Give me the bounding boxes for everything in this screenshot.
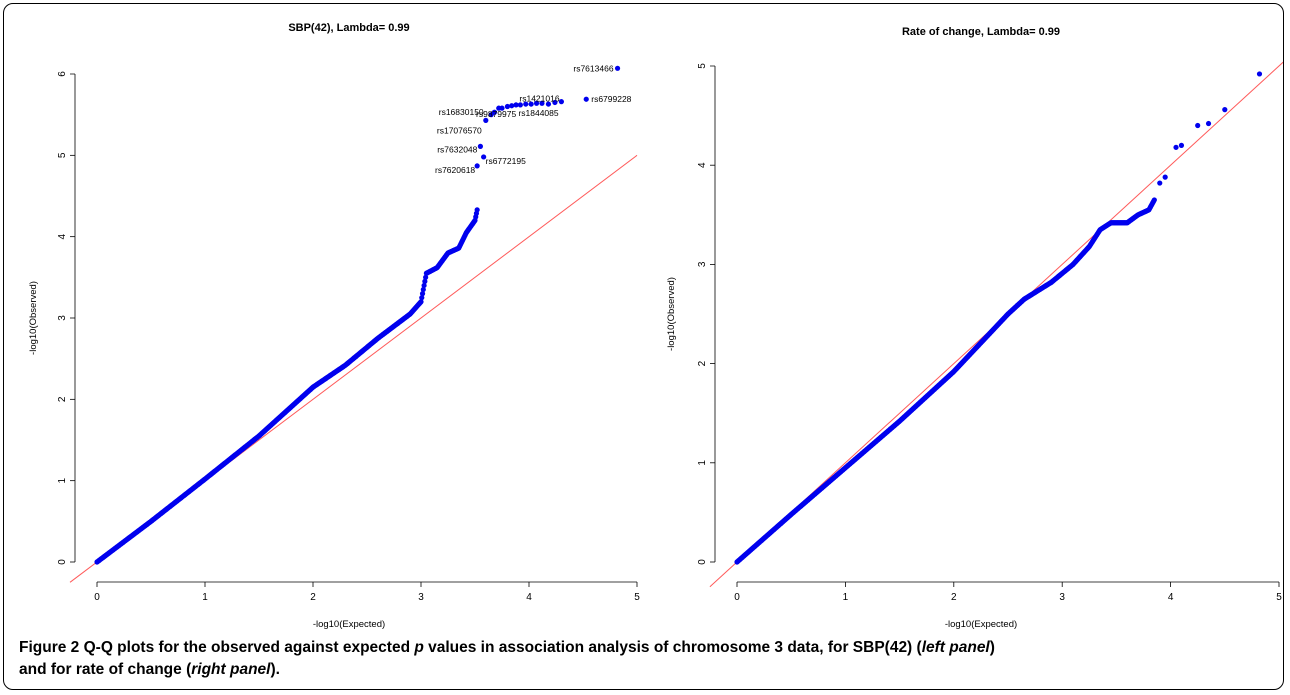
labeled-data-point [474,163,480,169]
labeled-data-point [481,154,487,160]
snp-label: rs1844085 [518,108,558,118]
data-point [474,207,480,213]
x-axis-label: -log10(Expected) [313,619,385,630]
x-tick-label: 2 [951,592,957,603]
x-tick-label: 1 [202,592,208,603]
x-tick-label: 0 [94,592,100,603]
chart-title: SBP(42), Lambda= 0.99 [288,22,409,34]
y-tick-label: 4 [57,233,68,239]
snp-label: rs16830150 [439,107,484,117]
snp-label: rs6799228 [591,94,631,104]
snp-label: rs7632048 [437,144,477,154]
data-point [1178,142,1185,148]
x-tick-label: 3 [1059,592,1065,603]
labeled-data-point [496,105,502,111]
x-tick-label: 0 [734,592,740,603]
labeled-data-point [545,101,552,107]
data-point [517,102,523,108]
x-tick-label: 5 [634,592,640,603]
data-point [1205,120,1212,127]
caption-text-4: and for rate of change ( [19,661,192,678]
caption-text-5: ). [270,661,280,678]
x-tick-label: 3 [418,592,424,603]
data-point [552,99,558,106]
labeled-data-point [483,117,489,123]
labeled-data-point [513,102,519,108]
labeled-data-point [477,143,483,149]
caption-text-3: ) [989,639,995,656]
caption-right-panel: right panel [191,661,271,678]
labeled-data-point [558,99,565,105]
snp-label: rs9879975 [476,109,516,119]
x-tick-label: 5 [1276,592,1282,603]
snp-label: rs7620618 [435,165,475,175]
data-point [1157,180,1163,186]
y-tick-label: 0 [697,559,708,565]
data-point [528,101,534,107]
y-tick-label: 3 [697,261,708,267]
data-point [422,278,428,284]
snp-label: rs1421016 [519,94,559,104]
y-tick-label: 1 [697,460,708,466]
data-point [533,100,540,106]
qq-plots-figure: SBP(42), Lambda= 0.99 0 1 2 3 4 5 0 1 2 3 4 5 6 -log10… [28,22,1283,630]
caption-text-1: Q-Q plots for the observed against expec… [79,639,415,656]
y-axis-label: -log10(Observed) [666,277,677,351]
data-point [539,100,545,106]
caption-text-2: values in association analysis of chromo… [423,639,922,656]
chart-title: Rate of change, Lambda= 0.99 [902,26,1060,38]
x-tick-label: 4 [526,592,532,603]
labeled-data-point [583,96,589,102]
snp-label: rs7613466 [573,63,613,73]
y-tick-label: 4 [697,162,708,168]
chart-panel-1: SBP(42), Lambda= 0.99 0 1 2 3 4 5 0 1 2 3 4 5 6 -log10… [28,22,640,630]
data-point [423,274,429,280]
y-tick-label: 5 [57,152,68,158]
y-tick-label: 3 [57,315,68,321]
y-tick-label: 2 [697,360,708,366]
data-point [1256,71,1263,77]
x-tick-label: 2 [310,592,316,603]
caption-left-panel: left panel [921,639,990,656]
data-point [1162,174,1168,180]
data-point [504,103,510,110]
caption-label: Figure 2 [19,639,80,656]
y-tick-label: 5 [697,63,708,69]
data-point [420,286,426,293]
y-tick-label: 6 [57,71,68,77]
labeled-data-point [614,65,621,71]
x-tick-label: 4 [1168,592,1174,603]
y-tick-label: 1 [57,477,68,483]
y-tick-label: 0 [57,559,68,565]
data-point [509,103,515,109]
figure-frame: SBP(42), Lambda= 0.99 0 1 2 3 4 5 0 1 2 3 4 5 6 -log10… [3,3,1284,690]
caption-p-symbol: p [414,639,424,656]
data-point [421,282,427,289]
data-point [491,109,498,115]
data-point [1222,107,1228,113]
data-point [1195,122,1201,129]
y-tick-label: 2 [57,396,68,402]
data-point [419,295,425,301]
x-tick-label: 1 [843,592,849,603]
data-point [418,299,424,305]
data-point [1151,197,1157,203]
snp-label: rs17076570 [437,125,482,135]
y-axis-label: -log10(Observed) [28,281,39,355]
x-axis-label: -log10(Expected) [945,619,1017,630]
data-point [1173,144,1179,150]
chart-panel-2: Rate of change, Lambda= 0.99 0 1 2 3 4 5 0 1 2 3 4 5… [666,26,1283,630]
figure-caption: Figure 2 Q-Q plots for the observed agai… [19,637,1274,681]
data-point [523,101,529,107]
data-point [419,291,426,297]
snp-label: rs6772195 [486,156,526,166]
